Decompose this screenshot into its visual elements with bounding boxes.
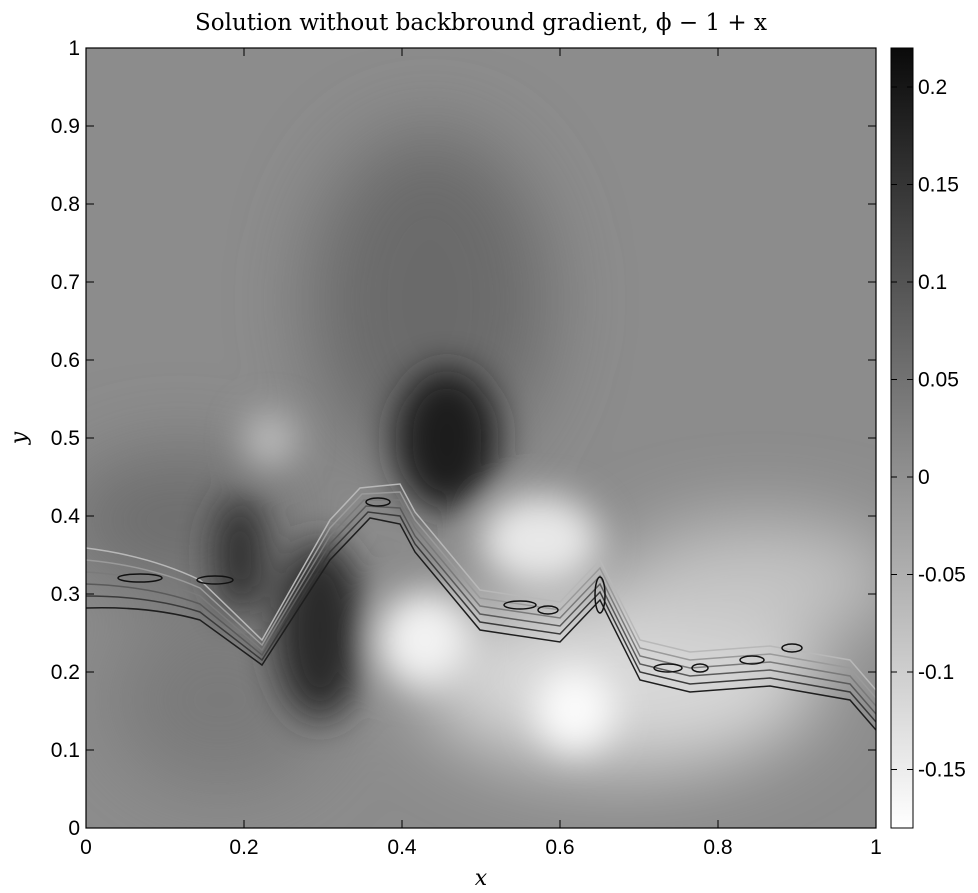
colorbar-tick-label: 0.15 (918, 174, 959, 197)
colorbar-ticks: 0.2 0.15 0.1 0.05 0 -0.05 -0.1 -0.15 (891, 76, 966, 782)
colorbar-tick-label: 0 (918, 466, 930, 489)
x-tick-label: 0.2 (229, 836, 258, 859)
colorbar-tick-label: 0.1 (918, 271, 947, 294)
colorbar-tick-label: 0.05 (918, 369, 959, 392)
x-tick-label: 0.4 (387, 836, 417, 859)
x-axis: 0 0.2 0.4 0.6 0.8 1 (80, 48, 882, 859)
heatmap-field (86, 48, 876, 828)
y-axis-label: y (7, 431, 32, 445)
y-tick-label: 0.4 (51, 505, 81, 528)
y-tick-label: 0.8 (51, 193, 80, 216)
y-axis: 0 0.1 0.2 0.3 0.4 0.5 0.6 0.7 0.8 0.9 1 (51, 37, 876, 840)
contour-lines (86, 483, 876, 731)
y-tick-label: 0.2 (51, 661, 80, 684)
chart-title: Solution without backbround gradient, ϕ … (195, 10, 767, 36)
y-tick-label: 0.5 (51, 427, 80, 450)
y-tick-label: 1 (68, 37, 80, 60)
x-tick-label: 0.6 (545, 836, 574, 859)
x-axis-label: x (475, 866, 488, 891)
colorbar (890, 47, 914, 829)
colorbar-tick-label: -0.15 (918, 759, 966, 782)
y-tick-label: 0.1 (51, 739, 80, 762)
y-tick-label: 0.9 (51, 115, 80, 138)
y-tick-label: 0.6 (51, 349, 80, 372)
y-tick-label: 0.3 (51, 583, 80, 606)
x-tick-label: 0.8 (703, 836, 732, 859)
y-tick-label: 0 (68, 817, 80, 840)
colorbar-tick-label: -0.05 (918, 564, 966, 587)
colorbar-tick-label: -0.1 (918, 661, 954, 684)
x-tick-label: 0 (80, 836, 92, 859)
colorbar-tick-label: 0.2 (918, 76, 947, 99)
y-tick-label: 0.7 (51, 271, 80, 294)
x-tick-label: 1 (870, 836, 882, 859)
